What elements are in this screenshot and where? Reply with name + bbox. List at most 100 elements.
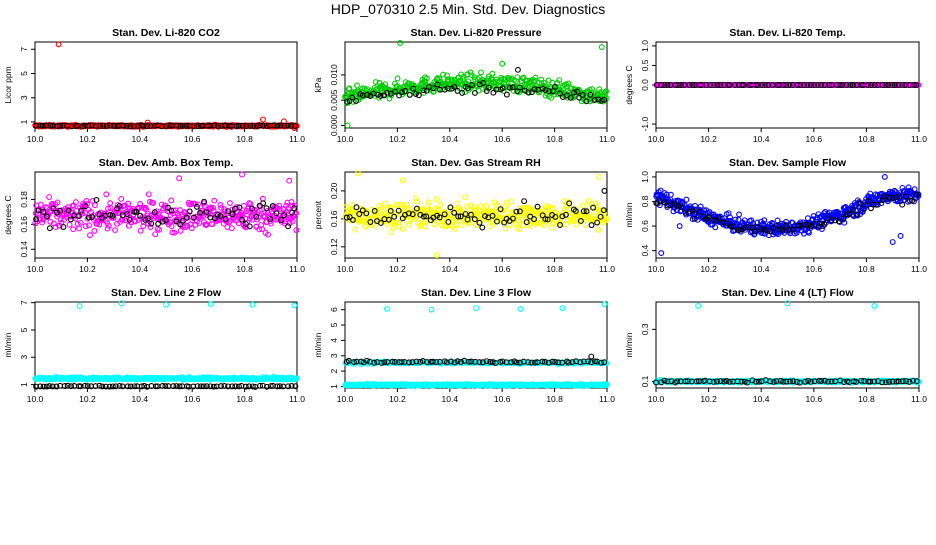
y-tick-label: 1.0 bbox=[640, 171, 650, 183]
data-point bbox=[480, 225, 485, 230]
data-point bbox=[597, 174, 602, 179]
x-tick-label: 11.0 bbox=[911, 264, 927, 274]
x-tick-label: 10.8 bbox=[236, 134, 253, 144]
y-tick-label: 5 bbox=[19, 71, 29, 76]
data-point bbox=[400, 178, 405, 183]
x-tick-label: 10.8 bbox=[546, 134, 563, 144]
data-point bbox=[479, 70, 484, 75]
y-axis-label: ml/min bbox=[313, 332, 323, 357]
x-tick-label: 11.0 bbox=[289, 134, 305, 144]
data-point bbox=[78, 220, 83, 225]
data-point bbox=[516, 67, 521, 72]
x-tick-label: 10.4 bbox=[132, 394, 149, 404]
data-point bbox=[153, 232, 158, 237]
y-tick-label: 5 bbox=[329, 322, 339, 327]
data-series bbox=[654, 301, 921, 385]
data-point bbox=[504, 92, 509, 97]
data-point bbox=[177, 176, 182, 181]
data-point bbox=[56, 42, 61, 47]
panel-title: Stan. Dev. Li-820 Pressure bbox=[410, 27, 541, 39]
data-point bbox=[353, 227, 358, 232]
data-point bbox=[583, 223, 588, 228]
y-tick-label: 1 bbox=[329, 384, 339, 389]
y-tick-label: 0.12 bbox=[329, 238, 339, 255]
x-tick-label: 10.4 bbox=[753, 264, 770, 274]
data-point bbox=[458, 223, 463, 228]
data-point bbox=[580, 203, 585, 208]
x-tick-label: 10.0 bbox=[648, 394, 665, 404]
plot-frame bbox=[345, 302, 607, 388]
y-tick-label: 0.010 bbox=[329, 64, 339, 86]
data-point bbox=[602, 302, 607, 307]
data-point bbox=[405, 202, 410, 207]
x-tick-label: 10.8 bbox=[858, 264, 875, 274]
panel-title: Stan. Dev. Line 4 (LT) Flow bbox=[721, 287, 854, 299]
data-point bbox=[108, 201, 113, 206]
x-tick-label: 10.0 bbox=[337, 134, 354, 144]
x-tick-label: 10.8 bbox=[546, 264, 563, 274]
x-tick-label: 10.4 bbox=[753, 134, 770, 144]
x-tick-label: 10.2 bbox=[79, 394, 96, 404]
x-tick-label: 10.8 bbox=[236, 394, 253, 404]
x-tick-label: 10.6 bbox=[494, 394, 511, 404]
data-point bbox=[212, 198, 217, 203]
plot-frame bbox=[656, 302, 919, 388]
y-tick-label: 0.14 bbox=[19, 241, 29, 258]
data-point bbox=[92, 228, 97, 233]
y-tick-label: 0.0 bbox=[640, 79, 650, 91]
y-tick-label: 3 bbox=[329, 353, 339, 358]
y-tick-label: 0.000 bbox=[329, 115, 339, 137]
y-tick-label: 0.5 bbox=[640, 59, 650, 71]
x-tick-label: 11.0 bbox=[911, 134, 927, 144]
y-tick-label: -1.0 bbox=[640, 116, 650, 131]
data-point bbox=[104, 192, 109, 197]
data-point bbox=[398, 41, 403, 46]
x-tick-label: 10.6 bbox=[806, 134, 823, 144]
data-point bbox=[737, 212, 742, 217]
y-axis-label: kPa bbox=[313, 77, 323, 92]
data-series bbox=[33, 42, 299, 130]
data-point bbox=[119, 197, 124, 202]
x-tick-label: 11.0 bbox=[911, 394, 927, 404]
y-tick-label: 0.16 bbox=[19, 216, 29, 233]
plot-frame bbox=[35, 42, 297, 128]
data-point bbox=[113, 228, 118, 233]
x-tick-label: 11.0 bbox=[599, 264, 615, 274]
panel-title: Stan. Dev. Li-820 Temp. bbox=[729, 27, 845, 39]
data-point bbox=[292, 303, 297, 308]
y-axis-label: ml/min bbox=[3, 332, 13, 357]
data-point bbox=[385, 307, 390, 312]
x-tick-label: 10.4 bbox=[442, 134, 459, 144]
data-point bbox=[460, 91, 465, 96]
y-tick-label: 1 bbox=[19, 119, 29, 124]
panel-title: Stan. Dev. Line 3 Flow bbox=[421, 287, 532, 299]
data-point bbox=[138, 228, 143, 233]
y-tick-label: 0.1 bbox=[640, 375, 650, 387]
data-point bbox=[696, 304, 701, 309]
data-point bbox=[395, 76, 400, 81]
x-tick-label: 10.0 bbox=[27, 134, 44, 144]
data-point bbox=[75, 221, 80, 226]
data-point bbox=[164, 302, 169, 307]
panel-title: Stan. Dev. Amb. Box Temp. bbox=[99, 157, 234, 169]
x-tick-label: 10.4 bbox=[442, 264, 459, 274]
y-axis-label: degrees C bbox=[624, 65, 634, 104]
data-series bbox=[343, 302, 609, 388]
data-series bbox=[343, 171, 609, 258]
data-point bbox=[87, 223, 92, 228]
x-tick-label: 10.4 bbox=[132, 134, 149, 144]
data-point bbox=[345, 123, 350, 128]
x-tick-label: 10.8 bbox=[858, 134, 875, 144]
data-point bbox=[434, 197, 439, 202]
y-tick-label: 1.0 bbox=[640, 40, 650, 52]
data-point bbox=[287, 178, 292, 183]
data-point bbox=[478, 204, 483, 209]
data-point bbox=[438, 202, 443, 207]
y-tick-label: 0.16 bbox=[329, 210, 339, 227]
data-series bbox=[654, 175, 921, 256]
data-point bbox=[294, 228, 299, 233]
panel-title: Stan. Dev. Line 2 Flow bbox=[111, 287, 222, 299]
